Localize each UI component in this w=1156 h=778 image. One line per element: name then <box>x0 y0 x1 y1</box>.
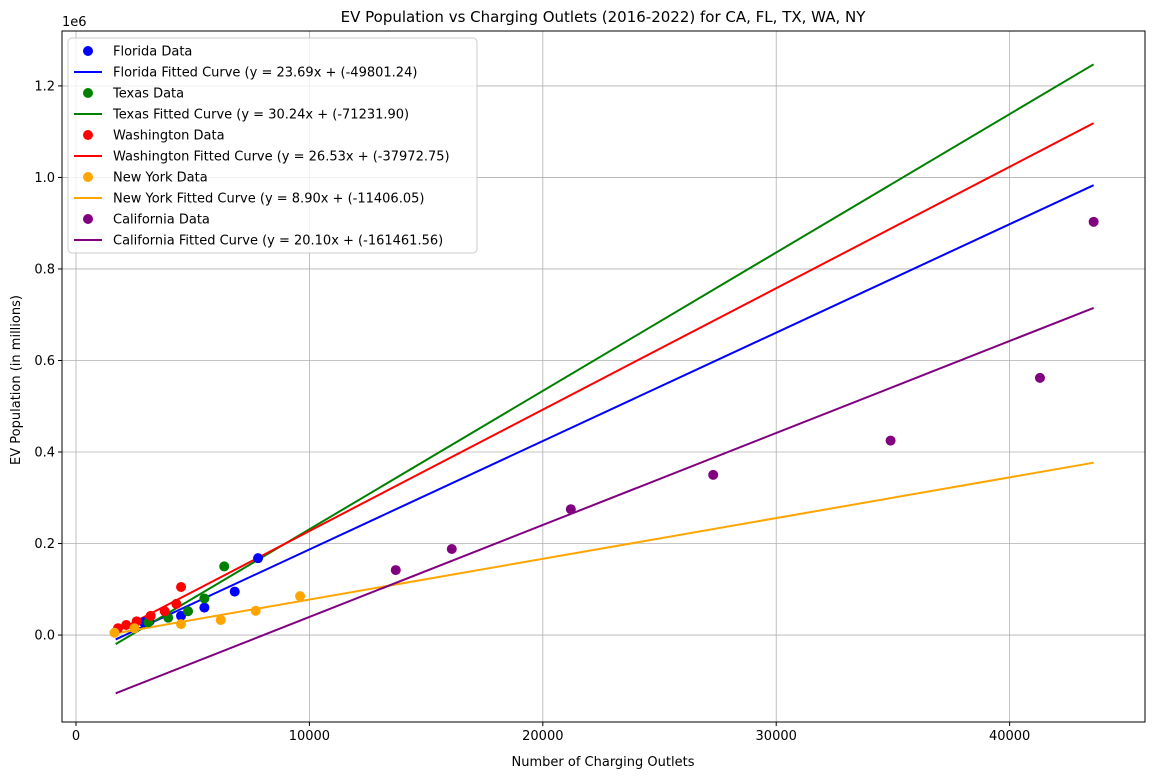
y-axis: 0.0 0.2 0.4 0.6 0.8 1.0 1.2 <box>34 79 62 644</box>
data-points <box>109 216 1099 638</box>
new-york-fitted-line <box>115 461 1094 635</box>
california-data-point <box>1088 216 1099 227</box>
plot-frame <box>61 30 1146 723</box>
florida-legend-marker <box>83 46 93 56</box>
california-data-point <box>565 504 576 515</box>
y-offset-label: 1e6 <box>62 15 87 30</box>
washington-data-point <box>121 619 132 630</box>
texas-data-point <box>199 593 210 604</box>
california-legend-fit-label: California Fitted Curve (y = 20.10x + (-… <box>113 234 443 249</box>
y-tick-label: 1.2 <box>34 79 55 94</box>
california-data-point <box>1034 372 1045 383</box>
legend: Florida Data Florida Fitted Curve (y = 23… <box>67 37 478 254</box>
new-york-data-point <box>176 619 187 630</box>
fitted-curves <box>115 63 1095 695</box>
washington-fitted-line <box>115 122 1095 633</box>
washington-data-point <box>159 606 170 617</box>
florida-data-point <box>199 602 210 613</box>
california-data-point <box>390 565 401 576</box>
new-york-data-point <box>250 605 261 616</box>
new-york-legend-data-label: New York Data <box>113 171 208 186</box>
washington-data-point <box>171 598 182 609</box>
florida-legend-data-label: Florida Data <box>113 45 192 60</box>
x-tick-label: 10000 <box>289 729 330 744</box>
washington-legend-data-label: Washington Data <box>113 129 225 144</box>
new-york-data-point <box>215 614 226 625</box>
x-tick-label: 0 <box>72 729 80 744</box>
new-york-data-point <box>295 591 306 602</box>
new-york-legend-marker <box>83 172 93 182</box>
chart-title: EV Population vs Charging Outlets (2016-… <box>341 8 867 26</box>
x-axis: 0 10000 20000 30000 40000 <box>72 722 1030 744</box>
new-york-data-point <box>129 623 140 634</box>
x-tick-label: 30000 <box>756 729 797 744</box>
california-legend-data-label: California Data <box>113 213 210 228</box>
texas-data-point <box>183 606 194 617</box>
texas-data-point <box>219 561 230 572</box>
new-york-data-point <box>109 627 120 638</box>
florida-legend-fit-label: Florida Fitted Curve (y = 23.69x + (-498… <box>113 66 417 81</box>
florida-data-point <box>253 553 264 564</box>
texas-legend-fit-label: Texas Fitted Curve (y = 30.24x + (-71231… <box>112 108 409 123</box>
florida-data-point <box>229 586 240 597</box>
florida-fitted-line <box>115 184 1095 641</box>
y-tick-label: 1.0 <box>34 171 55 186</box>
y-tick-label: 0.6 <box>34 354 55 369</box>
washington-data-point <box>176 582 187 593</box>
washington-legend-fit-label: Washington Fitted Curve (y = 26.53x + (-… <box>113 150 450 165</box>
new-york-legend-fit-label: New York Fitted Curve (y = 8.90x + (-114… <box>113 192 424 207</box>
texas-legend-marker <box>83 88 93 98</box>
washington-legend-marker <box>83 130 93 140</box>
y-tick-label: 0.8 <box>34 262 55 277</box>
california-data-point <box>446 544 457 555</box>
california-fitted-line <box>115 306 1095 695</box>
california-data-point <box>708 469 719 480</box>
california-legend-marker <box>83 214 93 224</box>
x-axis-label: Number of Charging Outlets <box>512 755 695 770</box>
y-tick-label: 0.2 <box>34 537 55 552</box>
california-data-point <box>885 435 896 446</box>
y-axis-label: EV Population (in millions) <box>9 295 24 465</box>
y-tick-label: 0.0 <box>34 629 55 644</box>
x-tick-label: 20000 <box>522 729 563 744</box>
texas-legend-data-label: Texas Data <box>112 87 184 102</box>
legend-box <box>67 37 478 254</box>
washington-data-point <box>145 610 156 621</box>
x-tick-label: 40000 <box>989 729 1030 744</box>
y-tick-label: 0.4 <box>34 446 55 461</box>
